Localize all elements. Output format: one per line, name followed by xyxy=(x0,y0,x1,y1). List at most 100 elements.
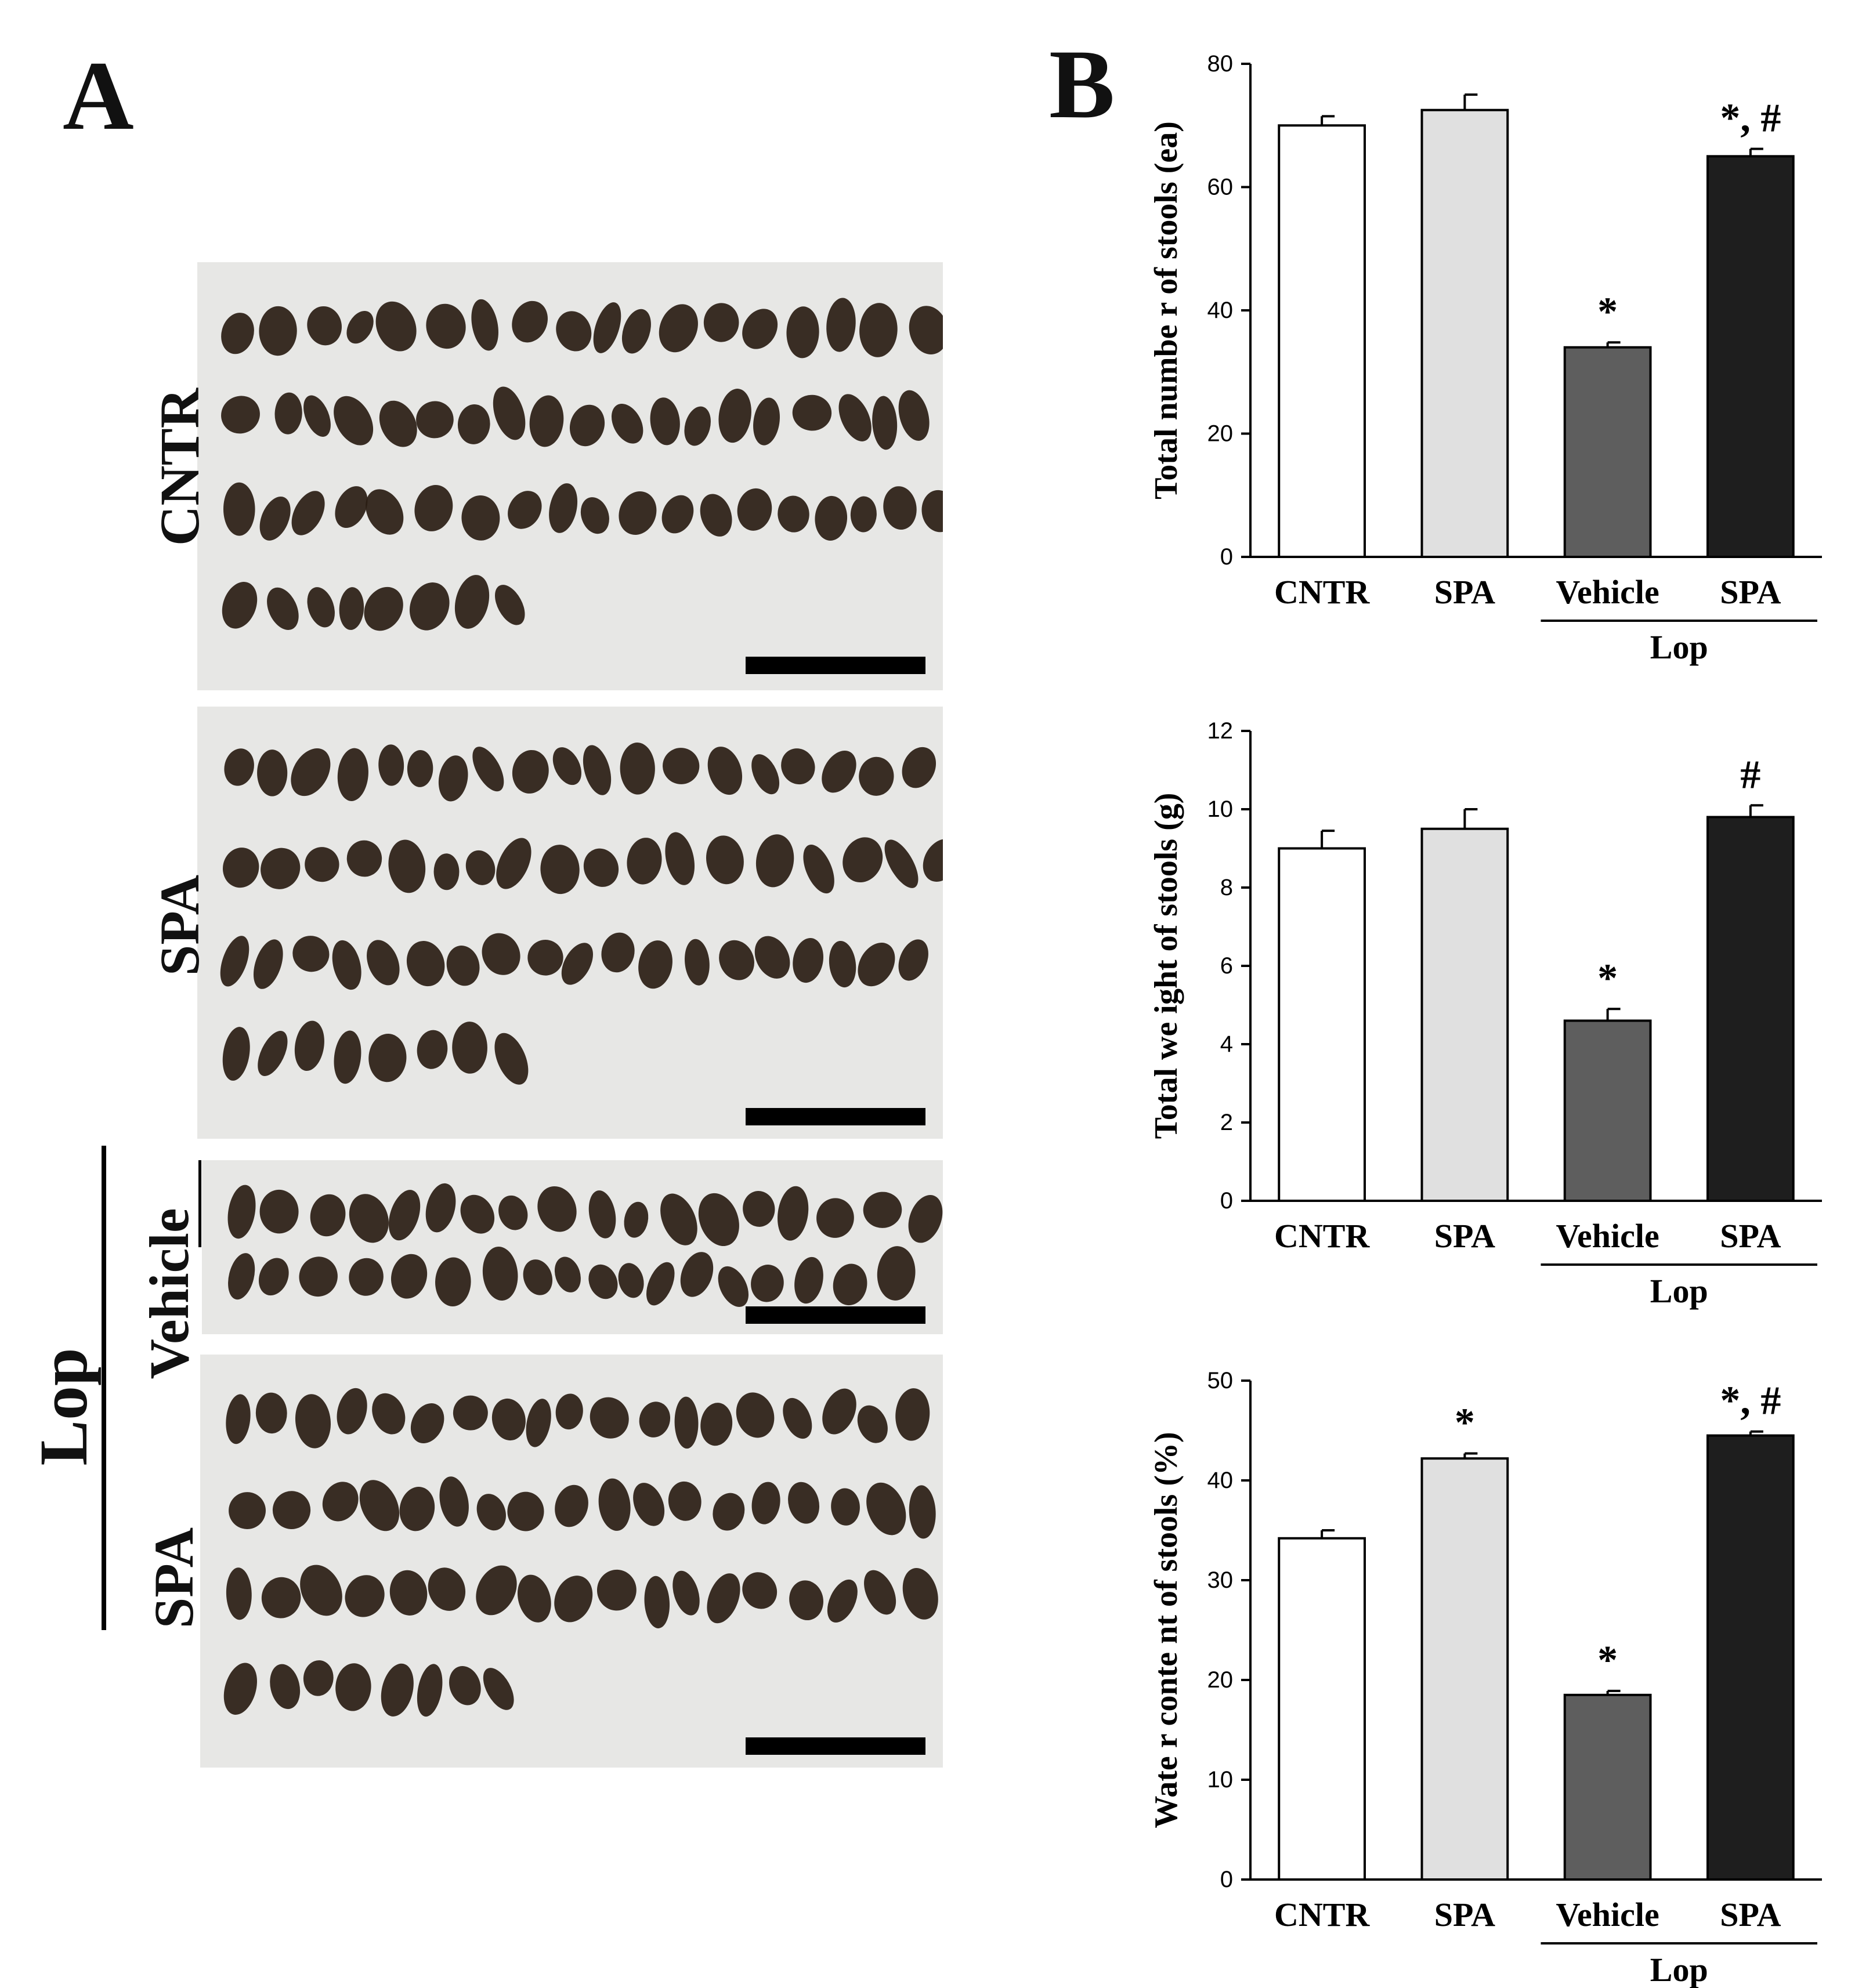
row-label-spa: SPA xyxy=(149,874,211,976)
stool-pellet xyxy=(707,1573,740,1624)
stool-pellet xyxy=(588,1190,616,1239)
stool-pellet xyxy=(580,497,609,534)
stool-pellet xyxy=(491,1398,526,1441)
x-tick-label: SPA xyxy=(1434,573,1495,611)
stool-pellet xyxy=(858,942,895,987)
stool-pellet xyxy=(227,1185,256,1239)
y-tick-label: 4 xyxy=(1220,1031,1233,1057)
stool-pellet xyxy=(850,496,877,533)
lop-group-line xyxy=(102,1146,106,1630)
stool-pellet xyxy=(507,1491,544,1531)
stool-pellet xyxy=(736,1392,775,1438)
row-label-vehicle: Vehicle xyxy=(138,1208,200,1379)
stool-pellet xyxy=(742,309,778,349)
stool-pellet xyxy=(416,401,454,439)
y-tick-label: 8 xyxy=(1220,875,1233,900)
stool-pellet xyxy=(389,1570,428,1616)
stool-pellet xyxy=(226,1567,252,1620)
stool-pellet xyxy=(461,495,500,541)
stool-pellet xyxy=(482,933,520,975)
stool-pellet xyxy=(270,1664,301,1710)
stool-pellet xyxy=(512,749,549,794)
stool-pellet xyxy=(274,392,302,434)
stool-pellet xyxy=(349,1258,384,1296)
stool-pellet xyxy=(295,1394,331,1449)
stool-photo-lop-spa xyxy=(200,1355,943,1768)
stool-pellet xyxy=(409,582,450,631)
stool-pellet xyxy=(272,1491,311,1530)
stool-pellet xyxy=(627,838,662,885)
stool-pellet xyxy=(291,491,325,535)
stool-pellet xyxy=(305,847,339,882)
stool-pellet xyxy=(843,837,883,883)
stool-pellet xyxy=(831,1488,860,1526)
stool-pellet xyxy=(921,490,943,533)
stool-pellet xyxy=(223,482,255,536)
stool-pellet xyxy=(556,311,592,352)
y-tick-label: 40 xyxy=(1207,298,1234,323)
stool-pellet xyxy=(303,395,331,437)
stool-pellet xyxy=(700,494,732,537)
stool-pellet xyxy=(685,939,710,986)
stool-pellet xyxy=(621,309,651,354)
stool-pellet xyxy=(833,1263,867,1306)
stool-pellet xyxy=(527,940,563,976)
stool-pellet xyxy=(406,941,445,987)
stool-pellet xyxy=(895,1388,930,1441)
stool-pellet xyxy=(620,742,655,795)
stool-pellet xyxy=(859,303,898,357)
stool-pellet xyxy=(496,838,531,889)
stool-pellet xyxy=(663,748,700,784)
stool-pellet xyxy=(221,396,260,434)
stool-pellet xyxy=(359,1480,400,1531)
x-tick-label: CNTR xyxy=(1274,573,1370,611)
stool-pellet xyxy=(417,1664,443,1717)
y-tick-label: 50 xyxy=(1207,1368,1234,1393)
bar xyxy=(1420,1457,1509,1881)
bar xyxy=(1563,346,1652,558)
bar xyxy=(1420,827,1509,1202)
stool-pellet xyxy=(783,1397,812,1439)
stool-pellet xyxy=(294,1020,324,1071)
y-tick-label: 2 xyxy=(1220,1110,1233,1135)
stool-pellet xyxy=(601,932,635,973)
stool-pellet xyxy=(778,495,809,533)
stool-pellet xyxy=(778,1186,809,1241)
y-tick-label: 20 xyxy=(1207,421,1234,447)
y-tick-label: 10 xyxy=(1207,1767,1234,1793)
stool-pellet xyxy=(426,303,466,349)
stool-pellet xyxy=(508,491,542,529)
stool-pellet xyxy=(465,850,496,885)
stool-pellet xyxy=(540,845,580,895)
panel-label-a: A xyxy=(63,41,134,150)
bar xyxy=(1706,155,1795,558)
stool-pellet xyxy=(660,1193,697,1245)
stool-pellet xyxy=(639,1402,671,1437)
stool-pellet xyxy=(781,748,815,785)
stool-pellet xyxy=(410,1403,444,1444)
stool-pellet xyxy=(863,1192,902,1228)
y-tick-label: 60 xyxy=(1207,175,1234,200)
stool-pellet xyxy=(498,1195,528,1230)
stool-pellet xyxy=(438,755,468,802)
stool-pellet xyxy=(223,1663,257,1715)
scale-bar xyxy=(746,657,925,674)
x-tick-label: SPA xyxy=(1434,1896,1495,1933)
stool-pellet xyxy=(700,1403,733,1446)
stool-pellet xyxy=(555,1484,588,1527)
stool-pellet xyxy=(638,940,672,989)
chart-total-weight-of-stools: 0 2 4 6 8 10 12 Total we ight of stools (g) CNTR… xyxy=(1137,714,1857,1310)
stool-pellet xyxy=(737,488,772,531)
stool-pellet xyxy=(300,1565,342,1616)
stool-pellet xyxy=(258,1031,288,1076)
stool-pellet xyxy=(872,396,898,450)
stool-pellet xyxy=(221,313,254,354)
stool-pellet xyxy=(877,1246,916,1301)
stool-pellet xyxy=(439,1476,469,1527)
stool-pellet xyxy=(822,1388,856,1435)
stool-pellet xyxy=(335,486,368,528)
stool-pellet xyxy=(388,839,426,893)
stool-pellet xyxy=(672,1570,700,1616)
stool-pellet xyxy=(494,1033,529,1085)
stool-pellet xyxy=(261,848,301,889)
